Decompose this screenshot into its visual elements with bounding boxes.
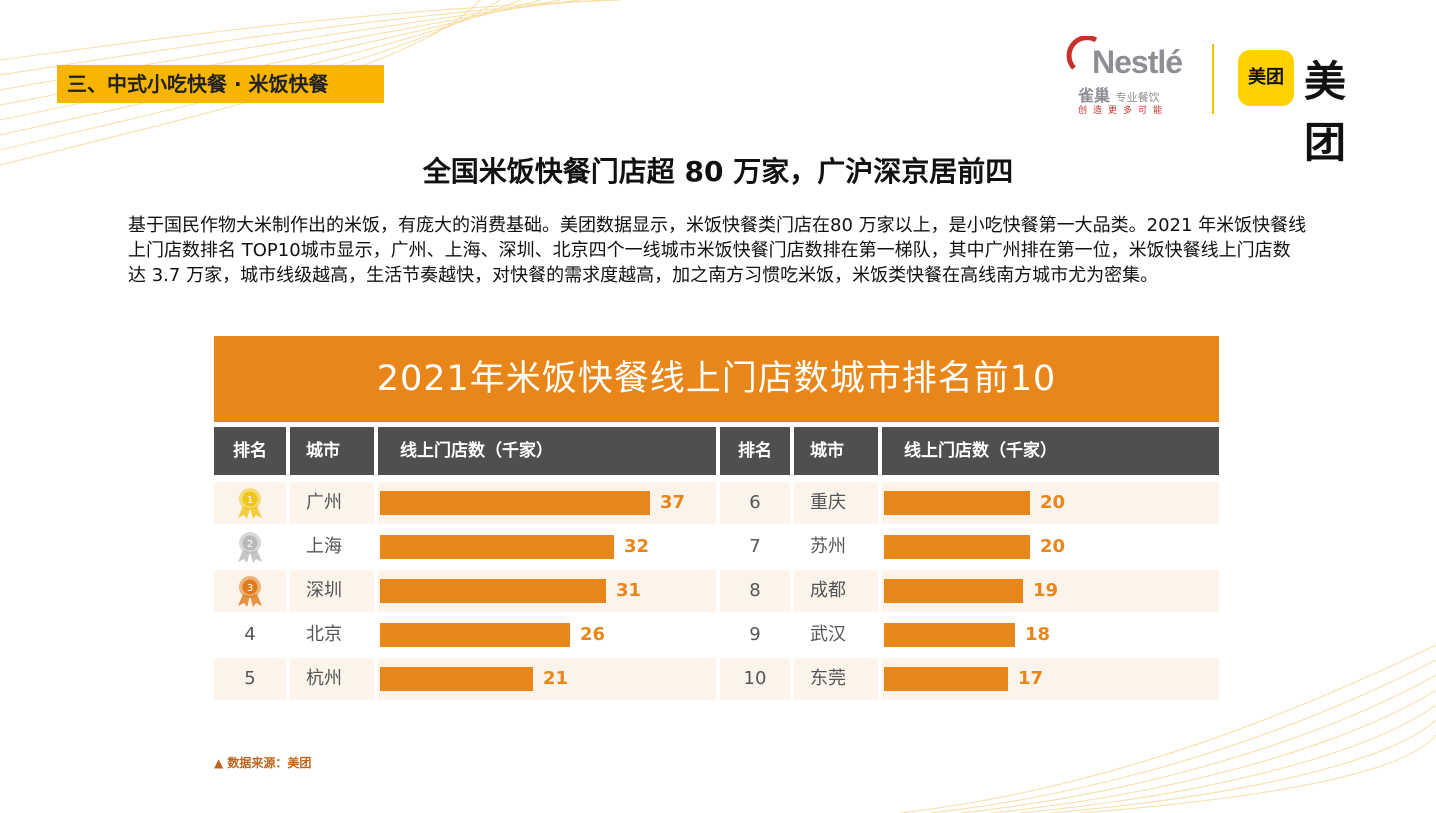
nestle-cn-main: 雀巢 [1078,86,1111,105]
table-row-cell-bg [290,482,374,524]
city-label: 杭州 [306,668,342,689]
nestle-arc-icon [1066,36,1098,70]
value-bar [884,623,1015,647]
city-label: 东莞 [810,668,846,689]
table-row-cell-bg [290,658,374,700]
city-label: 深圳 [306,580,342,601]
bronze-medal-icon: 3 [238,576,262,607]
table-row-cell-bg [720,614,790,656]
medal-rank-label: 2 [247,539,253,550]
value-bar [884,667,1008,691]
header-value-left: 线上门店数（千家） [378,427,716,475]
medal-rank-label: 1 [247,495,253,506]
value-label: 17 [1018,668,1044,689]
table-row-cell-bg [794,570,878,612]
rank-label: 10 [743,668,767,689]
section-tag: 三、中式小吃快餐 · 米饭快餐 [57,65,384,103]
header-rank-left: 排名 [214,427,286,475]
rank-label: 4 [244,624,256,645]
rank-label: 8 [749,580,761,601]
city-label: 北京 [306,624,342,645]
header-city-left: 城市 [290,427,374,475]
value-label: 20 [1040,492,1066,513]
value-label: 20 [1040,536,1066,557]
header-city-right: 城市 [794,427,878,475]
intro-paragraph: 基于国民作物大米制作出的米饭，有庞大的消费基础。美团数据显示，米饭快餐类门店在8… [128,215,1307,286]
header-rank-right: 排名 [720,427,790,475]
value-label: 18 [1025,624,1051,645]
header-value-right: 线上门店数（千家） [882,427,1219,475]
value-bar [884,579,1023,603]
rank-label: 6 [749,492,761,513]
value-label: 21 [543,668,569,689]
value-bar [380,623,570,647]
city-label: 广州 [306,492,342,513]
gold-medal-icon: 1 [238,488,262,519]
value-bar [380,535,614,559]
table-row-cell-bg [214,658,286,700]
ranking-chart: 2021年米饭快餐线上门店数城市排名前10 排名 城市 线上门店数（千家） 排名… [214,336,1219,700]
table-row-cell-bg [794,614,878,656]
rank-label: 5 [244,668,256,689]
value-label: 32 [624,536,650,557]
meituan-logo-word: 美团 [1304,57,1349,167]
chart-title: 2021年米饭快餐线上门店数城市排名前10 [214,336,1219,422]
table-row-cell-bg [794,482,878,524]
table-row-cell-bg [794,658,878,700]
city-label: 苏州 [810,536,846,557]
table-row-cell-bg [290,570,374,612]
medal-rank-label: 3 [247,583,253,594]
value-label: 37 [660,492,686,513]
value-label: 31 [616,580,642,601]
nestle-logo: Nestlé [1092,44,1183,80]
value-label: 26 [580,624,606,645]
rank-label: 9 [749,624,761,645]
silver-medal-icon: 2 [238,532,262,563]
table-row-cell-bg [290,526,374,568]
city-label: 重庆 [810,492,846,513]
value-bar [380,579,606,603]
data-source-note: ▲ 数据来源：美团 [214,756,312,770]
logo-divider [1212,44,1214,114]
value-bar [380,667,533,691]
logo-area: Nestlé 雀巢 专业餐饮 创造更多可能 美团 美团 [1066,36,1386,167]
table-row-cell-bg [214,614,286,656]
table-row-cell-bg [290,614,374,656]
meituan-logo-box: 美团 [1238,50,1294,106]
table-row-cell-bg [720,482,790,524]
value-bar [884,491,1030,515]
rank-label: 7 [749,536,761,557]
nestle-cn-name: 雀巢 专业餐饮 [1078,82,1160,106]
value-bar [380,491,650,515]
value-label: 19 [1033,580,1059,601]
city-label: 成都 [810,580,846,601]
table-row-cell-bg [720,570,790,612]
nestle-slogan: 创造更多可能 [1078,106,1169,116]
nestle-cn-small: 专业餐饮 [1115,91,1160,104]
table-row-cell-bg [794,526,878,568]
table-row-cell-bg [720,526,790,568]
city-label: 上海 [306,536,342,557]
table-row-cell-bg [720,658,790,700]
value-bar [884,535,1030,559]
city-label: 武汉 [810,624,846,645]
page-title: 全国米饭快餐门店超 80 万家，广沪深京居前四 [422,155,1014,188]
